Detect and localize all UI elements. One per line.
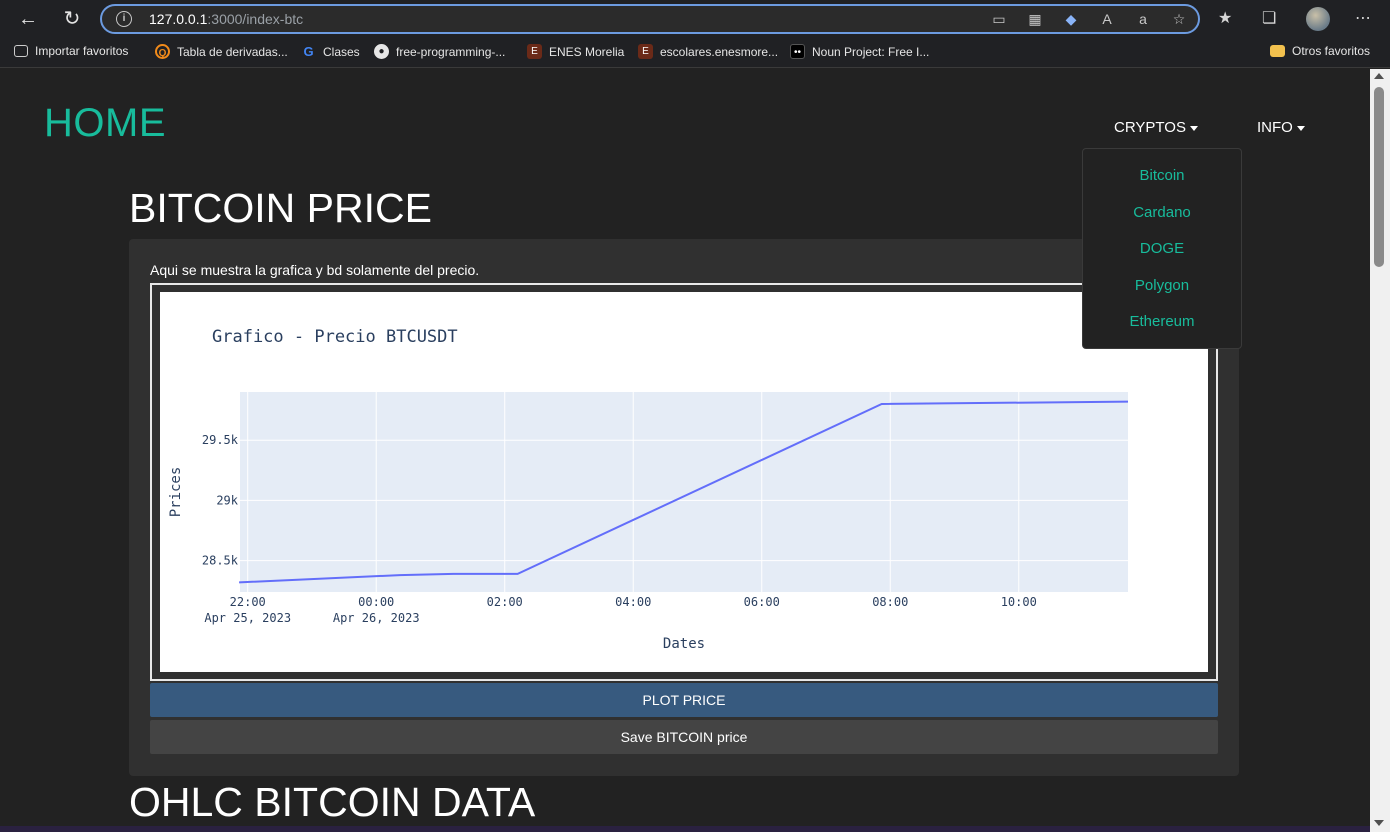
chart-frame: 22:00 Apr 25, 2023 00:00 Apr 26, 2023 02:00 0… (150, 283, 1218, 681)
dropdown-item-doge[interactable]: DOGE (1139, 240, 1185, 257)
cryptos-dropdown-menu: Bitcoin Cardano DOGE Polygon Ethereum (1082, 148, 1242, 349)
scroll-thumb[interactable] (1374, 87, 1384, 267)
folder-icon (1270, 45, 1285, 57)
profile-avatar[interactable] (1306, 7, 1330, 31)
enes-icon: E (638, 44, 653, 59)
bookmark-label: ENES Morelia (549, 44, 625, 59)
tag-icon[interactable]: ◆ (1065, 11, 1077, 27)
caret-down-icon (1189, 125, 1198, 131)
read-aloud-icon[interactable]: A (1102, 11, 1112, 27)
nav-cryptos-dropdown[interactable]: CRYPTOS (1114, 119, 1198, 136)
site-info-icon[interactable]: i (116, 11, 132, 27)
bookmark-label: Otros favoritos (1292, 44, 1371, 58)
price-card: Aqui se muestra la grafica y bd solament… (129, 239, 1239, 776)
card-description: Aqui se muestra la grafica y bd solament… (150, 262, 480, 278)
github-icon: ● (374, 44, 389, 59)
nav-info-dropdown[interactable]: INFO (1257, 119, 1305, 136)
more-menu-icon[interactable]: ⋯ (1355, 10, 1371, 27)
y-tick-label: 29.5k (202, 433, 239, 447)
address-bar[interactable]: i 127.0.0.1:3000/index-btc ▭ ▦ ◆ A a ☆ (100, 4, 1200, 34)
nav-cryptos-label: CRYPTOS (1114, 119, 1186, 136)
google-icon: G (303, 44, 314, 59)
bookmark-importar[interactable]: Importar favoritos (14, 44, 128, 58)
taskbar-strip (0, 826, 1370, 832)
bookmark-noun-project[interactable]: •• Noun Project: Free I... (790, 44, 929, 59)
apps-grid-icon[interactable]: ▦ (1028, 11, 1042, 27)
scroll-down-icon[interactable] (1374, 820, 1384, 826)
dropdown-item-cardano[interactable]: Cardano (1133, 204, 1191, 221)
plot-price-button[interactable]: PLOT PRICE (150, 683, 1218, 717)
chart-container: 22:00 Apr 25, 2023 00:00 Apr 26, 2023 02:00 0… (160, 292, 1208, 672)
nav-info-label: INFO (1257, 119, 1293, 136)
x-tick-label: 22:00 (230, 595, 266, 609)
bookmark-label: Noun Project: Free I... (812, 44, 930, 59)
q-icon: Q (155, 44, 170, 59)
scroll-up-icon[interactable] (1374, 73, 1384, 79)
x-tick-label: 10:00 (1001, 595, 1037, 609)
x-tick-label: 00:00 (358, 595, 394, 609)
favorites-icon[interactable]: ★ (1218, 10, 1233, 27)
bookmark-label: Tabla de derivadas... (177, 44, 288, 59)
bookmark-clases[interactable]: G Clases (301, 44, 360, 59)
bookmark-enes-morelia[interactable]: E ENES Morelia (527, 44, 624, 59)
x-tick-label: 06:00 (744, 595, 780, 609)
y-tick-label: 29k (216, 493, 238, 507)
plot-background (240, 392, 1128, 592)
save-bitcoin-price-button[interactable]: Save BITCOIN price (150, 720, 1218, 754)
bookmark-label: Clases (323, 44, 360, 59)
x-tick-label: 04:00 (615, 595, 651, 609)
price-line-chart[interactable]: 22:00 Apr 25, 2023 00:00 Apr 26, 2023 02:00 0… (160, 292, 1208, 672)
bookmark-free-programming[interactable]: ● free-programming-... (374, 44, 505, 59)
page-content: HOME CRYPTOS INFO BITCOIN PRICE Aqui se … (0, 69, 1370, 832)
import-icon (14, 45, 28, 57)
chart-title: Grafico - Precio BTCUSDT (212, 327, 458, 347)
bookmarks-bar: Importar favoritos Q Tabla de derivadas..… (0, 38, 1390, 68)
bookmark-label: escolares.enesmore... (660, 44, 779, 59)
page-scrollbar[interactable] (1370, 69, 1390, 832)
y-tick-label: 28.5k (202, 554, 239, 568)
x-tick-sublabel: Apr 25, 2023 (204, 611, 291, 625)
browser-toolbar: ← ↻ i 127.0.0.1:3000/index-btc ▭ ▦ ◆ A a… (0, 0, 1390, 38)
x-tick-label: 02:00 (487, 595, 523, 609)
bookmark-label: Importar favoritos (35, 44, 129, 58)
enes-icon: E (527, 44, 542, 59)
app-available-icon[interactable]: ▭ (992, 11, 1006, 27)
noun-icon: •• (790, 44, 805, 59)
x-axis-label: Dates (663, 636, 705, 652)
y-axis-label: Prices (168, 467, 184, 518)
price-series-line (239, 400, 1129, 584)
translate-icon[interactable]: a (1139, 11, 1147, 27)
dropdown-item-ethereum[interactable]: Ethereum (1129, 313, 1195, 330)
page-title: BITCOIN PRICE (129, 185, 432, 231)
add-favorite-icon[interactable]: ☆ (1172, 11, 1186, 27)
bookmark-otros-favoritos[interactable]: Otros favoritos (1270, 44, 1370, 58)
back-arrow-icon[interactable]: ← (18, 8, 38, 30)
caret-down-icon (1296, 125, 1305, 131)
dropdown-item-polygon[interactable]: Polygon (1134, 277, 1190, 294)
x-tick-sublabel: Apr 26, 2023 (333, 611, 420, 625)
bookmark-tabla[interactable]: Q Tabla de derivadas... (155, 44, 288, 59)
section-title-ohlc: OHLC BITCOIN DATA (129, 779, 536, 825)
collections-icon[interactable]: ❏ (1262, 10, 1277, 27)
url-text[interactable]: 127.0.0.1:3000/index-btc (149, 11, 304, 27)
bookmark-label: free-programming-... (396, 44, 506, 59)
x-tick-label: 08:00 (872, 595, 908, 609)
brand-home-link[interactable]: HOME (44, 101, 166, 145)
reload-icon[interactable]: ↻ (63, 8, 81, 30)
dropdown-item-bitcoin[interactable]: Bitcoin (1139, 167, 1185, 184)
